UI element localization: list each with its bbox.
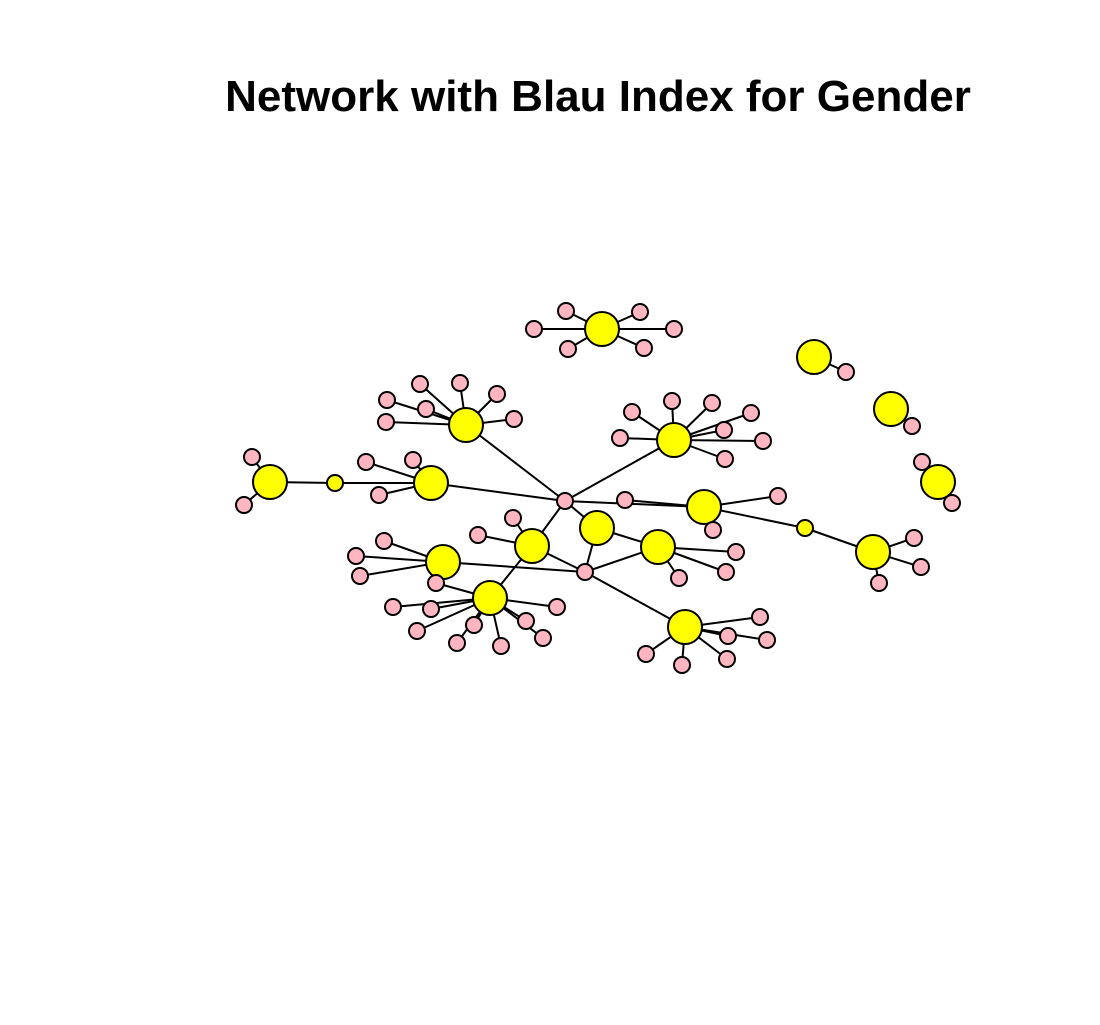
leaf-node-n5 xyxy=(673,656,691,674)
leaf-node-d3 xyxy=(703,394,721,412)
leaf-node-e2 xyxy=(404,451,422,469)
hub-node-s2 xyxy=(796,519,814,537)
leaf-node-e3 xyxy=(370,486,388,504)
leaf-node-C xyxy=(556,492,574,510)
leaf-node-g2 xyxy=(769,487,787,505)
leaf-node-l1 xyxy=(375,532,393,550)
leaf-node-b7 xyxy=(377,413,395,431)
hub-node-G xyxy=(686,489,722,525)
leaf-node-b6 xyxy=(505,410,523,428)
leaf-node-h3 xyxy=(870,574,888,592)
leaf-node-b1 xyxy=(411,375,429,393)
hub-node-B xyxy=(448,407,484,443)
leaf-node-r3a xyxy=(913,453,931,471)
hub-node-M xyxy=(472,580,508,616)
leaf-node-k1 xyxy=(727,543,745,561)
leaf-node-r3b xyxy=(943,494,961,512)
nodes-layer xyxy=(235,302,961,674)
hub-node-N xyxy=(667,609,703,645)
hub-node-K xyxy=(640,529,676,565)
leaf-node-m3 xyxy=(548,598,566,616)
hub-node-R3 xyxy=(920,464,956,500)
leaf-node-n3 xyxy=(758,631,776,649)
plot-title: Network with Blau Index for Gender xyxy=(225,72,971,121)
leaf-node-n4 xyxy=(637,645,655,663)
leaf-node-r1 xyxy=(837,363,855,381)
leaf-node-d6 xyxy=(715,421,733,439)
hub-node-A xyxy=(584,311,620,347)
leaf-node-l4 xyxy=(427,574,445,592)
leaf-node-a5 xyxy=(559,340,577,358)
leaf-node-a2 xyxy=(631,303,649,321)
leaf-node-k2 xyxy=(717,563,735,581)
leaf-node-m6 xyxy=(517,612,535,630)
leaf-node-g1 xyxy=(616,491,634,509)
hub-node-R2 xyxy=(873,391,909,427)
hub-node-D xyxy=(656,422,692,458)
leaf-node-m2 xyxy=(422,600,440,618)
leaf-node-b4 xyxy=(378,391,396,409)
edge-C-B xyxy=(465,424,566,502)
hub-node-s1 xyxy=(326,474,344,492)
leaf-node-l3 xyxy=(351,567,369,585)
leaf-node-l2 xyxy=(347,547,365,565)
edge-C-E xyxy=(430,482,566,502)
edge-C-G xyxy=(564,500,705,508)
leaf-node-a1 xyxy=(557,302,575,320)
hub-node-J xyxy=(514,528,550,564)
hub-node-E xyxy=(413,465,449,501)
leaf-node-n6 xyxy=(718,650,736,668)
leaf-node-h2 xyxy=(912,558,930,576)
leaf-node-C2 xyxy=(576,563,594,581)
leaf-node-d7 xyxy=(754,432,772,450)
leaf-node-e1 xyxy=(357,453,375,471)
leaf-node-k3 xyxy=(670,569,688,587)
leaf-node-m9 xyxy=(534,629,552,647)
leaf-node-b2 xyxy=(451,374,469,392)
leaf-node-d8 xyxy=(716,450,734,468)
hub-node-I xyxy=(579,510,615,546)
leaf-node-j1 xyxy=(469,526,487,544)
leaf-node-r2 xyxy=(903,417,921,435)
edge-C-D xyxy=(564,439,675,502)
hub-node-R1 xyxy=(796,339,832,375)
leaf-node-m7 xyxy=(448,634,466,652)
leaf-node-d2 xyxy=(663,392,681,410)
leaf-node-a3 xyxy=(525,320,543,338)
leaf-node-d4 xyxy=(742,404,760,422)
hub-node-H xyxy=(855,534,891,570)
leaf-node-f1 xyxy=(243,448,261,466)
leaf-node-m4 xyxy=(408,622,426,640)
leaf-node-b5 xyxy=(417,400,435,418)
leaf-node-j2 xyxy=(504,509,522,527)
leaf-node-m1 xyxy=(384,598,402,616)
leaf-node-g3 xyxy=(704,521,722,539)
hub-node-F xyxy=(252,464,288,500)
leaf-node-h1 xyxy=(905,529,923,547)
leaf-node-m8 xyxy=(492,637,510,655)
leaf-node-a6 xyxy=(635,339,653,357)
leaf-node-a4 xyxy=(665,320,683,338)
leaf-node-m5 xyxy=(465,616,483,634)
leaf-node-b3 xyxy=(488,385,506,403)
leaf-node-d1 xyxy=(623,403,641,421)
edge-C2-N xyxy=(584,571,686,628)
leaf-node-n1 xyxy=(751,608,769,626)
leaf-node-f2 xyxy=(235,496,253,514)
leaf-node-d5 xyxy=(611,429,629,447)
hub-node-L xyxy=(425,544,461,580)
leaf-node-n2 xyxy=(719,627,737,645)
